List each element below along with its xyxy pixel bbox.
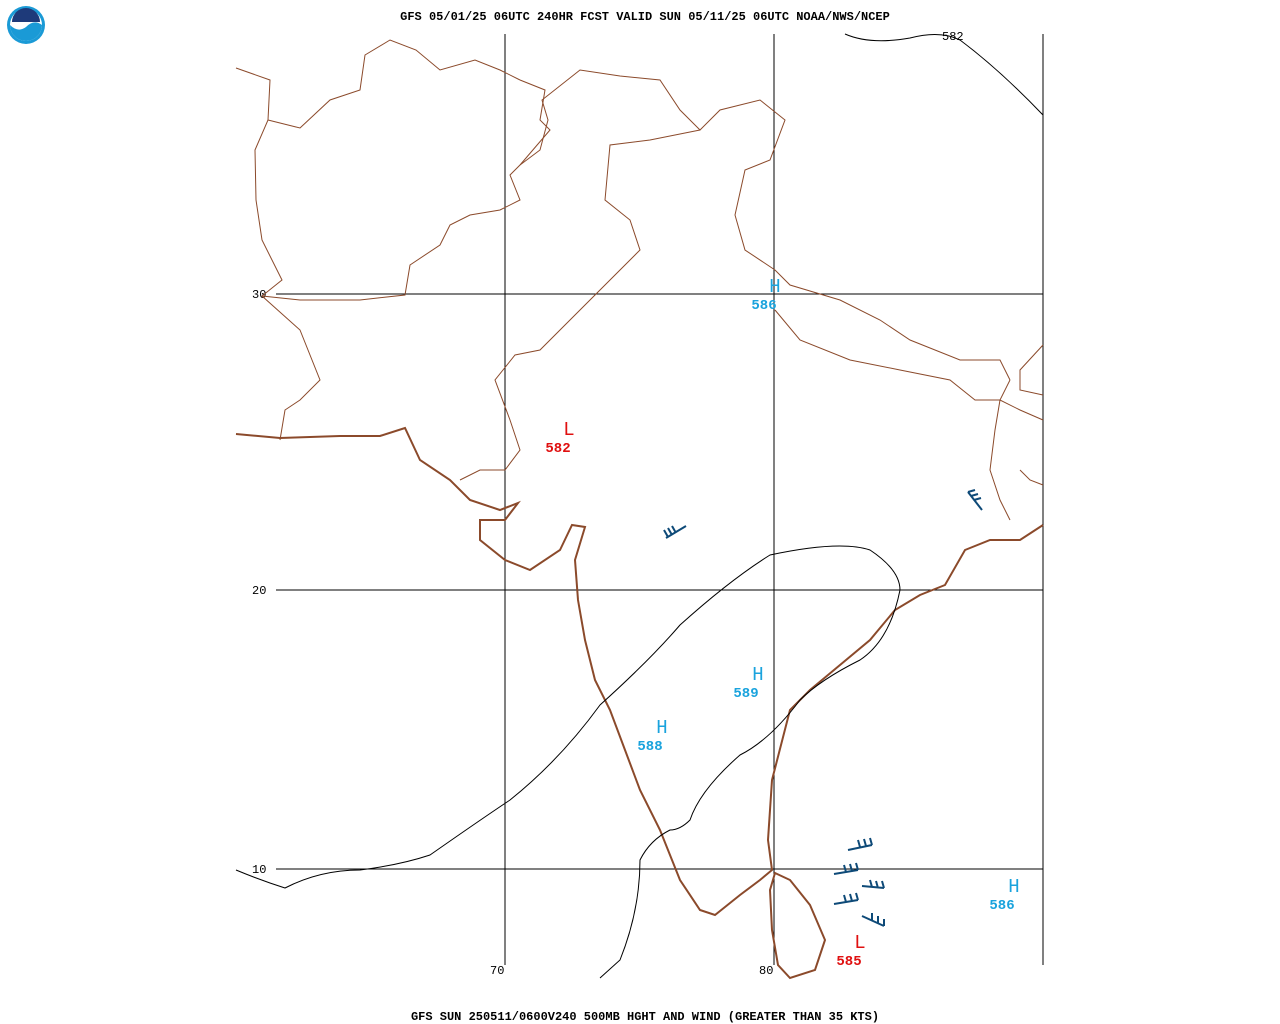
wind-barbs	[663, 489, 983, 927]
lat-label: 10	[252, 863, 266, 877]
coastline	[235, 426, 1044, 980]
center-value: 582	[545, 441, 570, 457]
noaa-logo	[7, 6, 45, 44]
lat-label: 20	[252, 584, 266, 598]
center-symbol: H	[1008, 876, 1019, 898]
center-symbol: L	[854, 932, 865, 954]
center-value: 585	[836, 954, 861, 970]
center-value: 586	[989, 898, 1014, 914]
center-symbol: H	[769, 276, 780, 298]
contour-label: 582	[942, 30, 964, 44]
center-symbol: L	[563, 419, 574, 441]
lon-label: 80	[759, 964, 773, 978]
footer-caption: GFS SUN 250511/0600V240 500MB HGHT AND W…	[411, 1010, 879, 1024]
header-title: GFS 05/01/25 06UTC 240HR FCST VALID SUN …	[400, 10, 890, 24]
center-value: 588	[637, 739, 662, 755]
borders	[235, 39, 1044, 521]
contours	[235, 33, 1044, 979]
lon-label: 70	[490, 964, 504, 978]
lat-label: 30	[252, 288, 266, 302]
center-symbol: H	[656, 717, 667, 739]
center-symbol: H	[752, 664, 763, 686]
grid	[276, 34, 1044, 965]
center-value: 586	[751, 298, 776, 314]
center-value: 589	[733, 686, 758, 702]
